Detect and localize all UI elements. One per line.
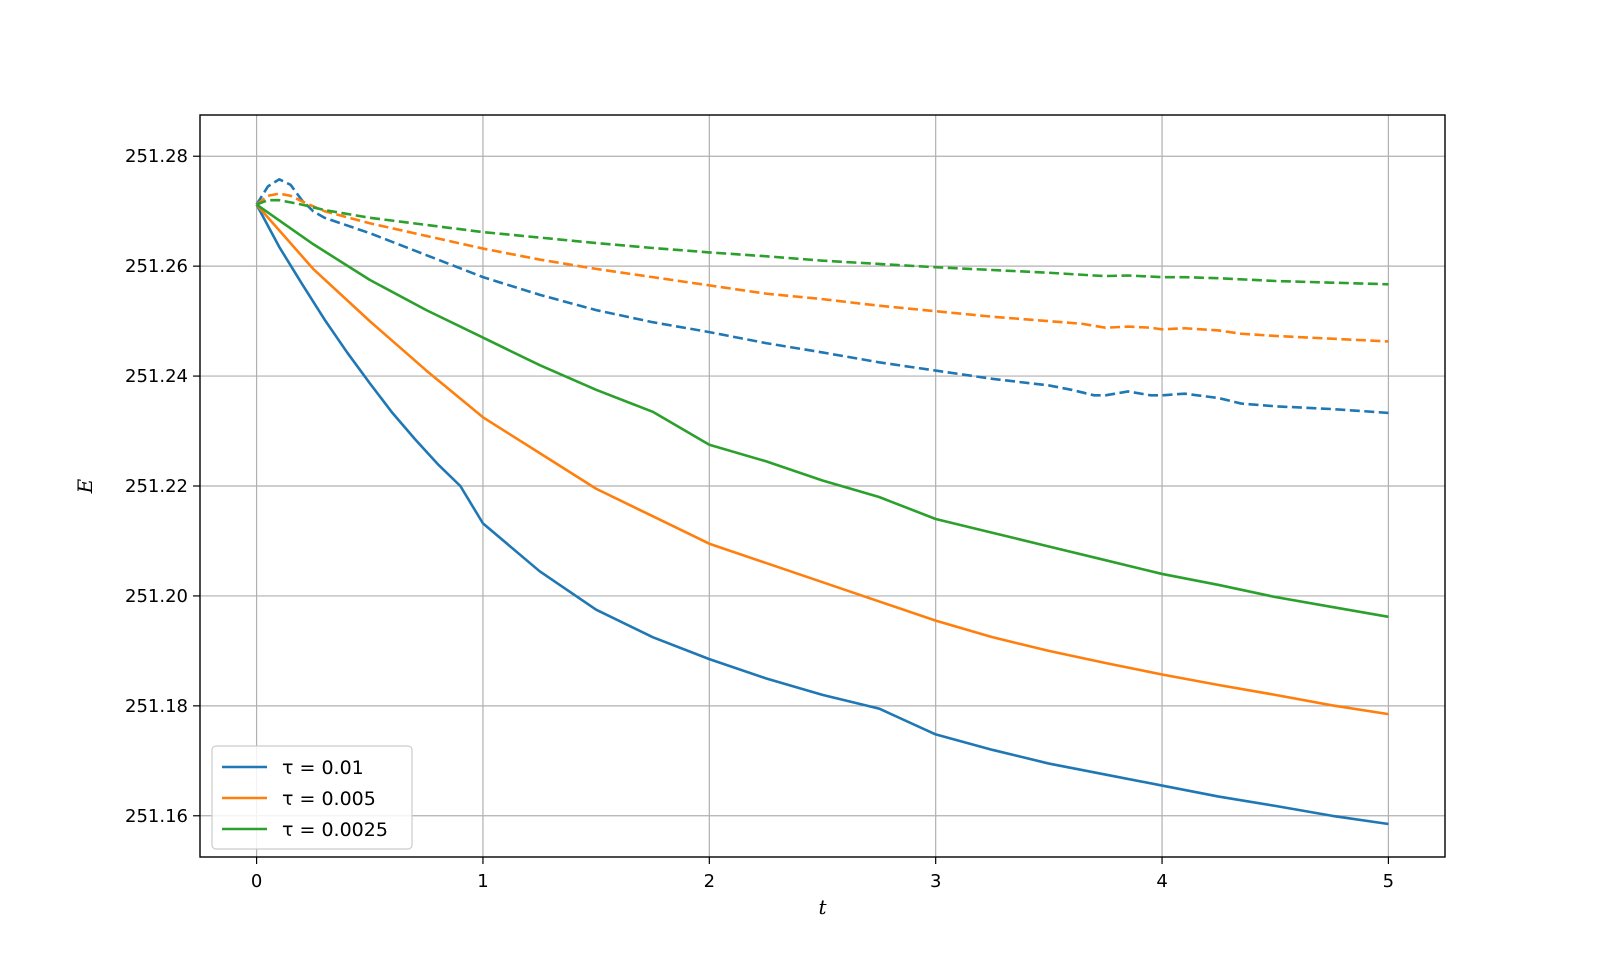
x-axis-label: t [818, 895, 827, 919]
y-tick-label: 251.24 [125, 366, 188, 387]
y-tick-label: 251.18 [125, 696, 188, 717]
y-tick-label: 251.16 [125, 806, 188, 827]
series-line-solid-3 [255, 203, 1389, 619]
x-tick-label: 1 [477, 871, 488, 892]
x-tick-label: 2 [704, 871, 715, 892]
grid-lines [200, 115, 1445, 857]
series-line-dashed-3 [256, 198, 1389, 286]
legend: τ = 0.01 τ = 0.005 τ = 0.0025 [211, 745, 413, 850]
y-tick-label: 251.28 [125, 146, 188, 167]
legend-box [211, 745, 413, 850]
y-tick-label: 251.22 [125, 476, 188, 497]
series-line-dashed-2 [255, 192, 1389, 343]
x-tick-label: 5 [1383, 871, 1394, 892]
y-axis-label: E [73, 478, 97, 494]
series-lines [255, 178, 1389, 826]
x-tick-label: 3 [930, 871, 941, 892]
series-line-solid-1 [255, 203, 1389, 826]
x-tick-label: 4 [1156, 871, 1167, 892]
x-tick-label: 0 [251, 871, 262, 892]
legend-label: τ = 0.005 [282, 788, 376, 810]
legend-label: τ = 0.01 [282, 757, 364, 779]
y-tick-label: 251.20 [125, 586, 188, 607]
series-line-dashed-1 [255, 178, 1389, 415]
axis-ticks: 0 1 2 3 4 5 251.16 251.18 251.20 251.22 251.24 251.… [125, 146, 1394, 892]
y-tick-label: 251.26 [125, 256, 188, 277]
legend-label: τ = 0.0025 [282, 819, 388, 841]
series-line-solid-2 [255, 203, 1389, 716]
